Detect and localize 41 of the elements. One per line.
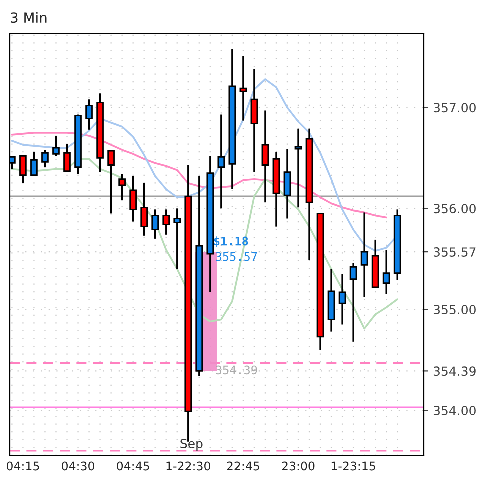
candlestick [64,143,71,172]
annotation: Sep [180,439,203,451]
x-tick-label: 04:45 [117,462,150,471]
candlestick [108,150,115,215]
candlestick [360,212,368,298]
chart-title: 3 Min [11,12,47,24]
candlestick [42,149,49,168]
x-tick-label: 23:00 [282,462,315,471]
annotation: 355.57 [216,252,258,262]
candlestick [162,208,170,236]
x-tick-label: 04:30 [62,462,94,471]
candlestick [240,55,248,122]
candlestick [20,155,27,184]
candlestick [118,173,126,202]
y-tick-label: 356.00 [434,204,476,214]
candlestick [338,273,346,326]
candlestick [350,262,358,343]
line-series [11,132,388,219]
y-tick-label: 354.39 [434,366,476,376]
y-tick-label: 357.00 [434,103,476,113]
band-label: $1.18 [214,236,248,248]
x-tick-label: 1-23:15 [332,462,376,471]
candlestick [262,110,270,204]
candlestick [152,208,160,240]
candlestick [382,249,390,296]
y-tick-label: 354.00 [434,406,476,416]
candlestick [284,148,292,220]
candlestick [218,114,226,210]
candlestick [294,128,302,208]
candlestick [30,151,38,178]
candlestick [86,98,93,131]
x-tick-label: 1-22:30 [166,462,210,471]
candlestick [130,176,137,223]
x-tick-label: 04:15 [6,462,40,471]
annotation: 354.39 [216,366,258,375]
x-tick-label: 22:45 [227,462,260,471]
candlestick [52,135,60,157]
candlestick [174,208,182,270]
candlestick [140,182,148,237]
y-tick-label: 355.00 [434,305,476,315]
y-tick-label: 355.57 [434,248,476,257]
